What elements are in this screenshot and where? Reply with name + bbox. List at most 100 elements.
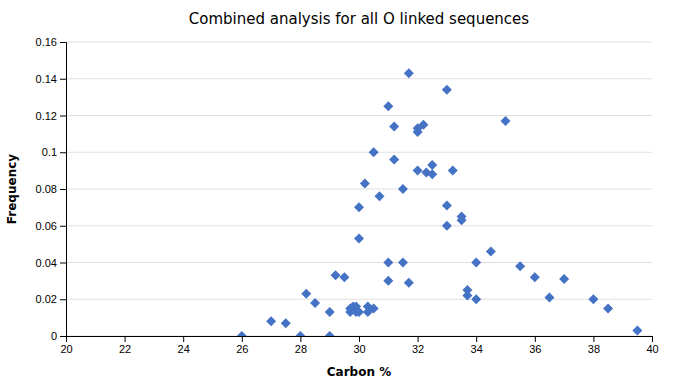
- tick: 20: [60, 336, 72, 355]
- tick-mark: [652, 336, 653, 342]
- tick-label: 20: [60, 343, 72, 355]
- point: [310, 298, 320, 308]
- tick: 38: [588, 336, 600, 355]
- tick-label: 28: [295, 343, 307, 355]
- tick-label: 40: [646, 343, 658, 355]
- point: [413, 127, 423, 137]
- tick-label: 30: [353, 343, 365, 355]
- point: [295, 331, 305, 336]
- tick-label: 0: [51, 330, 57, 342]
- grid-line: [66, 189, 652, 190]
- x-axis: 20 22 24 26 28 30 32 34 36 38 40: [60, 336, 658, 355]
- point: [325, 307, 335, 317]
- tick: 0.12: [36, 110, 66, 122]
- point: [515, 261, 525, 271]
- point: [354, 234, 364, 244]
- point: [369, 303, 379, 313]
- point: [588, 294, 598, 304]
- point: [471, 257, 481, 267]
- point: [331, 270, 341, 280]
- tick-label: 0.16: [36, 36, 57, 48]
- tick-label: 34: [471, 343, 483, 355]
- point: [462, 291, 472, 301]
- point: [375, 191, 385, 201]
- tick: 0: [51, 330, 66, 342]
- tick-mark: [476, 336, 477, 342]
- point: [398, 184, 408, 194]
- tick-mark: [60, 42, 66, 43]
- tick-mark: [60, 79, 66, 80]
- tick: 0.06: [36, 220, 66, 232]
- tick-label: 0.04: [36, 257, 57, 269]
- point: [369, 147, 379, 157]
- tick: 0.04: [36, 257, 66, 269]
- point: [427, 169, 437, 179]
- point: [530, 272, 540, 282]
- tick: 36: [529, 336, 541, 355]
- tick-mark: [60, 226, 66, 227]
- point: [404, 278, 414, 288]
- tick-label: 32: [412, 343, 424, 355]
- tick: 34: [471, 336, 483, 355]
- point: [339, 272, 349, 282]
- tick-label: 0.06: [36, 220, 57, 232]
- tick-mark: [359, 336, 360, 342]
- tick-label: 0.02: [36, 293, 57, 305]
- tick-mark: [60, 263, 66, 264]
- point: [354, 202, 364, 212]
- point: [325, 331, 335, 336]
- point: [383, 276, 393, 286]
- point: [281, 318, 291, 328]
- tick-label: 0.08: [36, 183, 57, 195]
- tick: 30: [353, 336, 365, 355]
- point: [427, 160, 437, 170]
- point: [389, 155, 399, 165]
- y-axis: 0 0.02 0.04 0.06 0.08 0.1 0.12 0.14 0.16: [36, 36, 67, 342]
- tick: 0.1: [42, 146, 66, 158]
- plot-area: 202224262830323436384000.020.040.060.080…: [36, 36, 659, 355]
- title: Combined analysis for all O linked seque…: [189, 10, 530, 28]
- point: [544, 292, 554, 302]
- points: [237, 68, 643, 336]
- tick-mark: [125, 336, 126, 342]
- axis-line: [67, 337, 653, 343]
- point: [301, 289, 311, 299]
- x-axis-title: Carbon %: [327, 365, 391, 379]
- tick-label: 24: [178, 343, 190, 355]
- point: [559, 274, 569, 284]
- tick: 0.14: [36, 73, 66, 85]
- point: [237, 331, 247, 336]
- point: [603, 303, 613, 313]
- tick-mark: [418, 336, 419, 342]
- tick-mark: [60, 299, 66, 300]
- tick: 0.16: [36, 36, 66, 48]
- point: [457, 212, 467, 222]
- point: [383, 101, 393, 111]
- tick: 0.08: [36, 183, 66, 195]
- point: [501, 116, 511, 126]
- tick-mark: [60, 189, 66, 190]
- tick-mark: [535, 336, 536, 342]
- point: [404, 68, 414, 78]
- tick: 22: [119, 336, 131, 355]
- tick-label: 26: [236, 343, 248, 355]
- tick: 28: [295, 336, 307, 355]
- y-axis-title: Frequency: [5, 154, 19, 224]
- tick: 26: [236, 336, 248, 355]
- grid: [66, 42, 652, 336]
- point: [471, 294, 481, 304]
- point: [442, 85, 452, 95]
- tick: 24: [178, 336, 190, 355]
- point: [383, 257, 393, 267]
- tick: 32: [412, 336, 424, 355]
- tick: 40: [646, 336, 658, 355]
- grid-line: [66, 115, 652, 116]
- grid-line: [66, 225, 652, 226]
- point: [389, 122, 399, 132]
- tick-mark: [183, 336, 184, 342]
- grid-line: [66, 299, 652, 300]
- tick-label: 36: [529, 343, 541, 355]
- grid-line: [66, 262, 652, 263]
- point: [418, 120, 428, 130]
- axis-line: [60, 43, 67, 337]
